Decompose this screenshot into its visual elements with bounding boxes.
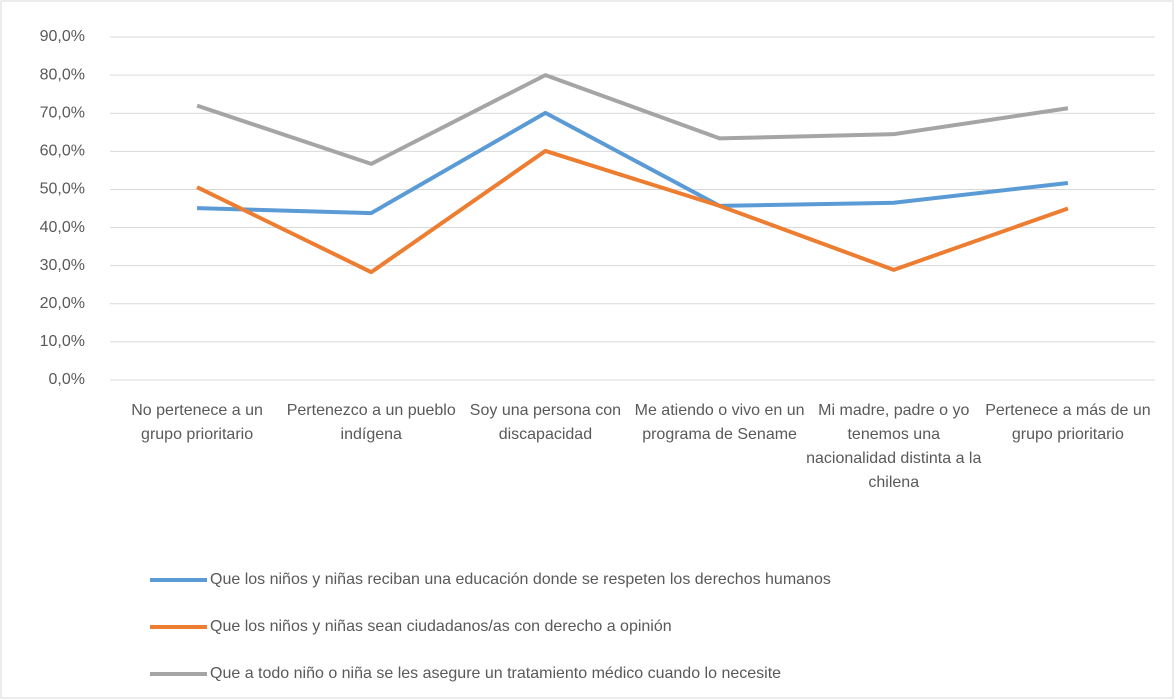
line-series bbox=[196, 148, 1069, 275]
y-tick-label: 50,0% bbox=[40, 181, 85, 198]
legend-label: Que a todo niño o niña se les asegure un… bbox=[210, 665, 781, 682]
x-tick-label: Pertenece a más de un grupo prioritario bbox=[985, 402, 1151, 443]
y-tick-label: 80,0% bbox=[40, 66, 85, 83]
x-tick-label: Mi madre, padre o yo tenemos una naciona… bbox=[806, 402, 982, 491]
legend-label: Que los niños y niñas reciban una educac… bbox=[210, 571, 831, 588]
y-tick-label: 60,0% bbox=[40, 143, 85, 160]
x-tick-label: Me atiendo o vivo en un programa de Sena… bbox=[634, 402, 805, 443]
x-tick-label: Pertenezco a un pueblo indígena bbox=[286, 402, 456, 443]
y-tick-label: 40,0% bbox=[40, 219, 85, 236]
y-tick-label: 20,0% bbox=[40, 295, 85, 312]
y-tick-label: 30,0% bbox=[40, 257, 85, 274]
legend-label: Que los niños y niñas sean ciudadanos/as… bbox=[210, 618, 672, 635]
y-tick-label: 10,0% bbox=[40, 333, 85, 350]
x-tick-label: No pertenece a un grupo prioritario bbox=[131, 402, 263, 443]
x-tick-label: Soy una persona con discapacidad bbox=[469, 402, 622, 443]
y-tick-label: 90,0% bbox=[40, 28, 85, 45]
line-series bbox=[197, 110, 1069, 216]
y-tick-label: 0,0% bbox=[49, 371, 85, 388]
y-tick-label: 70,0% bbox=[40, 104, 85, 121]
line-series bbox=[196, 73, 1069, 166]
